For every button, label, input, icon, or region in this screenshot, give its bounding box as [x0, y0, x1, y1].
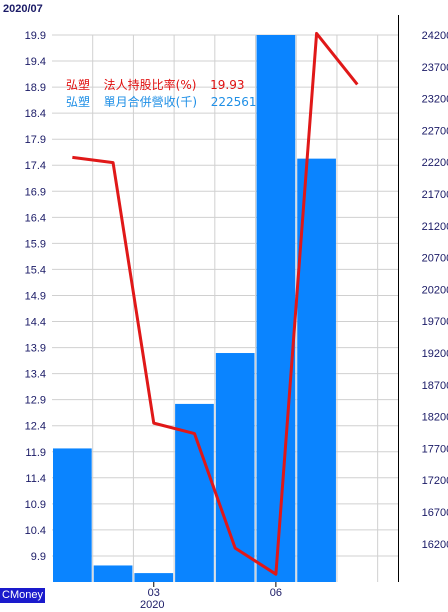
- left-tick-label: 16.9: [25, 186, 46, 198]
- left-tick-label: 14.9: [25, 290, 46, 302]
- left-tick-label: 16.4: [25, 212, 46, 224]
- brand-logo: CMoney: [0, 588, 45, 603]
- right-tick-label: 192000: [422, 348, 448, 360]
- left-tick-label: 12.9: [25, 395, 46, 407]
- bar-series: [53, 35, 336, 582]
- left-tick-label: 11.9: [25, 447, 46, 459]
- left-tick-label: 18.9: [25, 82, 46, 94]
- legend-item-bar: 弘塑 單月合併營收(千) 222561: [66, 94, 257, 111]
- legend: 弘塑 法人持股比率(%) 19.93 弘塑 單月合併營收(千) 222561: [66, 77, 257, 111]
- right-tick-label: 227000: [422, 125, 448, 137]
- left-tick-label: 9.9: [31, 551, 46, 563]
- right-tick-label: 182000: [422, 412, 448, 424]
- left-tick-label: 14.4: [25, 317, 46, 329]
- left-tick-label: 13.4: [25, 369, 46, 381]
- bar: [256, 35, 296, 582]
- right-tick-label: 217000: [422, 189, 448, 201]
- right-tick-label: 162000: [422, 539, 448, 551]
- left-tick-label: 19.9: [25, 30, 46, 42]
- legend-bar-name: 弘塑: [66, 95, 91, 109]
- left-tick-label: 13.9: [25, 343, 46, 355]
- left-tick-label: 10.4: [25, 525, 46, 537]
- bar: [53, 448, 92, 582]
- right-axis: 242000 237000 232000 227000 222000 217000 2120…: [422, 30, 448, 551]
- legend-line-value: 19.93: [210, 78, 245, 92]
- left-tick-label: 17.4: [25, 160, 46, 172]
- x-tick-label: 06: [270, 587, 282, 599]
- left-tick-label: 11.4: [25, 473, 46, 485]
- bar: [297, 158, 336, 582]
- left-tick-label: 19.4: [25, 56, 46, 68]
- x-tick-label: 03: [148, 587, 160, 599]
- bar: [134, 573, 174, 582]
- right-tick-label: 172000: [422, 475, 448, 487]
- right-tick-label: 187000: [422, 380, 448, 392]
- left-tick-label: 15.4: [25, 264, 46, 276]
- date-label: 2020/07: [3, 3, 43, 15]
- right-tick-label: 167000: [422, 507, 448, 519]
- x-axis: 03 06: [148, 582, 282, 599]
- right-tick-label: 197000: [422, 316, 448, 328]
- line-series: [72, 31, 359, 576]
- right-tick-label: 237000: [422, 62, 448, 74]
- left-axis: 19.9 19.4 18.9 18.4 17.9 17.4 16.9 16.4 15.9 15.4…: [25, 30, 46, 563]
- left-tick-label: 15.9: [25, 238, 46, 250]
- right-tick-label: 177000: [422, 443, 448, 455]
- grid: [52, 34, 398, 582]
- legend-item-line: 弘塑 法人持股比率(%) 19.93: [66, 77, 257, 94]
- right-tick-label: 207000: [422, 253, 448, 265]
- right-tick-label: 202000: [422, 284, 448, 296]
- right-tick-label: 212000: [422, 221, 448, 233]
- bar: [93, 565, 133, 582]
- right-tick-label: 222000: [422, 157, 448, 169]
- legend-line-name: 弘塑: [66, 78, 91, 92]
- right-tick-label: 232000: [422, 94, 448, 106]
- legend-bar-value: 222561: [210, 95, 257, 109]
- left-tick-label: 17.9: [25, 134, 46, 146]
- legend-bar-metric: 單月合併營收(千): [103, 95, 198, 109]
- legend-line-metric: 法人持股比率(%): [103, 78, 197, 92]
- line-path: [72, 31, 359, 576]
- left-tick-label: 18.4: [25, 108, 46, 120]
- right-tick-label: 242000: [422, 30, 448, 42]
- x-year-label: 2020: [140, 599, 165, 611]
- left-tick-label: 12.4: [25, 421, 46, 433]
- left-tick-label: 10.9: [25, 499, 46, 511]
